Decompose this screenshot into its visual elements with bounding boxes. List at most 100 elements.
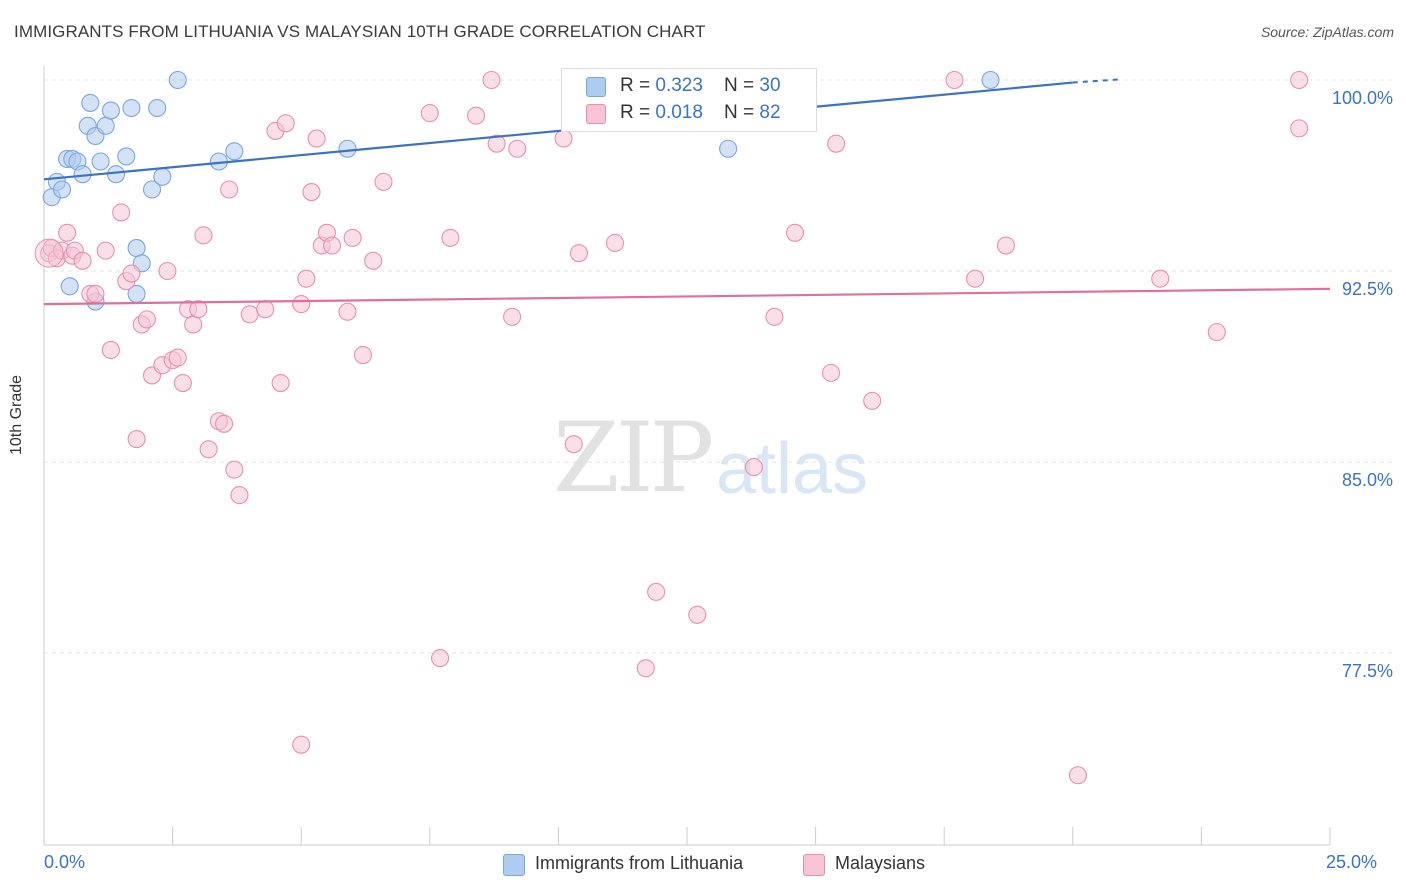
point-malaysians-71: [966, 269, 985, 288]
point-malaysians-34: [240, 305, 259, 324]
stats-legend: R = 0.323 N = 30 R = 0.018 N = 82: [561, 68, 817, 132]
point-malaysians-49: [353, 345, 372, 365]
point-malaysians-65: [744, 458, 763, 477]
point-malaysians-57: [503, 307, 522, 326]
point-malaysians-75: [1151, 269, 1170, 288]
legend-swatch-lithuania-bottom: [503, 854, 525, 876]
point-malaysians-66: [785, 223, 805, 242]
point-lithuania-15: [122, 98, 141, 118]
y-axis-label: 10th Grade: [8, 374, 25, 455]
point-malaysians-12: [112, 203, 131, 222]
legend-label-lithuania: Immigrants from Lithuania: [535, 853, 744, 873]
point-malaysians-55: [431, 649, 450, 668]
x-tick-right: 25.0%: [1326, 852, 1378, 872]
r-value-malaysians: 0.018: [655, 102, 703, 123]
point-malaysians-25: [184, 315, 203, 334]
point-malaysians-63: [636, 659, 655, 678]
point-malaysians-27: [194, 226, 213, 245]
point-malaysians-4: [58, 223, 77, 242]
point-malaysians-50: [364, 251, 383, 270]
legend-swatch-malaysians-bottom: [803, 854, 825, 876]
trend-line-malaysians: [43, 287, 1331, 306]
point-malaysians-40: [292, 735, 311, 754]
point-lithuania-23: [225, 142, 244, 161]
legend-label-malaysians: Malaysians: [835, 853, 926, 873]
point-lithuania-8: [81, 93, 100, 112]
point-malaysians-61: [569, 244, 589, 263]
point-malaysians-23: [173, 374, 192, 393]
point-malaysians-15: [127, 430, 146, 449]
point-malaysians-10: [96, 241, 115, 260]
watermark-zip: ZIP: [553, 402, 714, 514]
data-points: [34, 70, 1309, 785]
grid-lines: [44, 79, 1392, 654]
point-malaysians-51: [374, 172, 393, 191]
point-malaysians-72: [945, 70, 964, 90]
point-malaysians-56: [487, 134, 506, 153]
point-malaysians-64: [688, 605, 707, 624]
point-lithuania-13: [106, 165, 126, 184]
trend-line-lithuania-extension: [1072, 78, 1118, 84]
point-malaysians-60: [554, 129, 573, 148]
point-malaysians-52: [420, 104, 439, 123]
point-malaysians-78: [1290, 70, 1309, 90]
y-tick-label-3: 77.5%: [1342, 661, 1393, 681]
legend-swatch-malaysians: [586, 104, 606, 124]
n-value-lithuania: 30: [759, 75, 781, 96]
point-malaysians-73: [996, 236, 1015, 255]
point-lithuania-19: [148, 98, 167, 118]
point-malaysians-cluster: [34, 238, 64, 268]
point-malaysians-76: [1207, 323, 1226, 342]
point-malaysians-38: [276, 114, 295, 133]
point-malaysians-22: [168, 348, 187, 367]
y-tick-label-1: 92.5%: [1342, 279, 1393, 299]
point-malaysians-43: [307, 129, 326, 148]
y-tick-label-0: 100.0%: [1332, 88, 1393, 108]
point-lithuania-18: [142, 180, 162, 199]
point-malaysians-9: [86, 284, 105, 303]
series-legend: Immigrants from Lithuania Malaysians: [0, 850, 1406, 880]
point-malaysians-11: [101, 340, 120, 359]
point-malaysians-17: [137, 310, 156, 329]
trend-lines: [43, 78, 1331, 306]
point-malaysians-47: [338, 302, 357, 321]
point-lithuania-25: [719, 139, 738, 158]
watermark-atlas: atlas: [716, 429, 869, 509]
n-value-malaysians: 82: [759, 102, 781, 123]
point-malaysians-46: [323, 236, 342, 255]
r-value-lithuania: 0.323: [655, 75, 703, 96]
point-malaysians-20: [158, 261, 177, 281]
point-malaysians-58: [482, 70, 501, 90]
source-label: Source: ZipAtlas.com: [1260, 24, 1394, 40]
point-malaysians-28: [199, 440, 218, 459]
point-malaysians-70: [863, 391, 882, 410]
axes: [43, 66, 1331, 846]
x-tick-left: 0.0%: [44, 852, 86, 872]
point-malaysians-31: [220, 180, 239, 199]
point-malaysians-30: [214, 414, 234, 433]
point-malaysians-37: [271, 374, 290, 393]
point-lithuania-14: [117, 147, 136, 166]
point-malaysians-33: [230, 486, 249, 505]
point-malaysians-59: [508, 139, 527, 158]
point-malaysians-14: [122, 264, 141, 283]
y-tick-label-2: 85.0%: [1342, 470, 1393, 490]
point-lithuania-27: [60, 277, 79, 296]
point-malaysians-39: [292, 295, 311, 314]
point-malaysians-42: [302, 183, 321, 202]
point-lithuania-16: [127, 239, 146, 258]
point-malaysians-41: [297, 269, 316, 288]
point-lithuania-11: [96, 116, 115, 135]
point-lithuania-24: [338, 139, 357, 158]
point-lithuania-2: [52, 180, 72, 199]
point-lithuania-10: [91, 152, 110, 171]
point-malaysians-32: [225, 460, 244, 479]
point-malaysians-80: [647, 582, 666, 601]
point-malaysians-26: [189, 300, 208, 319]
point-malaysians-7: [73, 251, 92, 270]
point-malaysians-69: [821, 363, 841, 382]
point-malaysians-77: [1290, 119, 1309, 138]
point-malaysians-48: [343, 228, 362, 247]
point-malaysians-74: [1068, 766, 1087, 785]
